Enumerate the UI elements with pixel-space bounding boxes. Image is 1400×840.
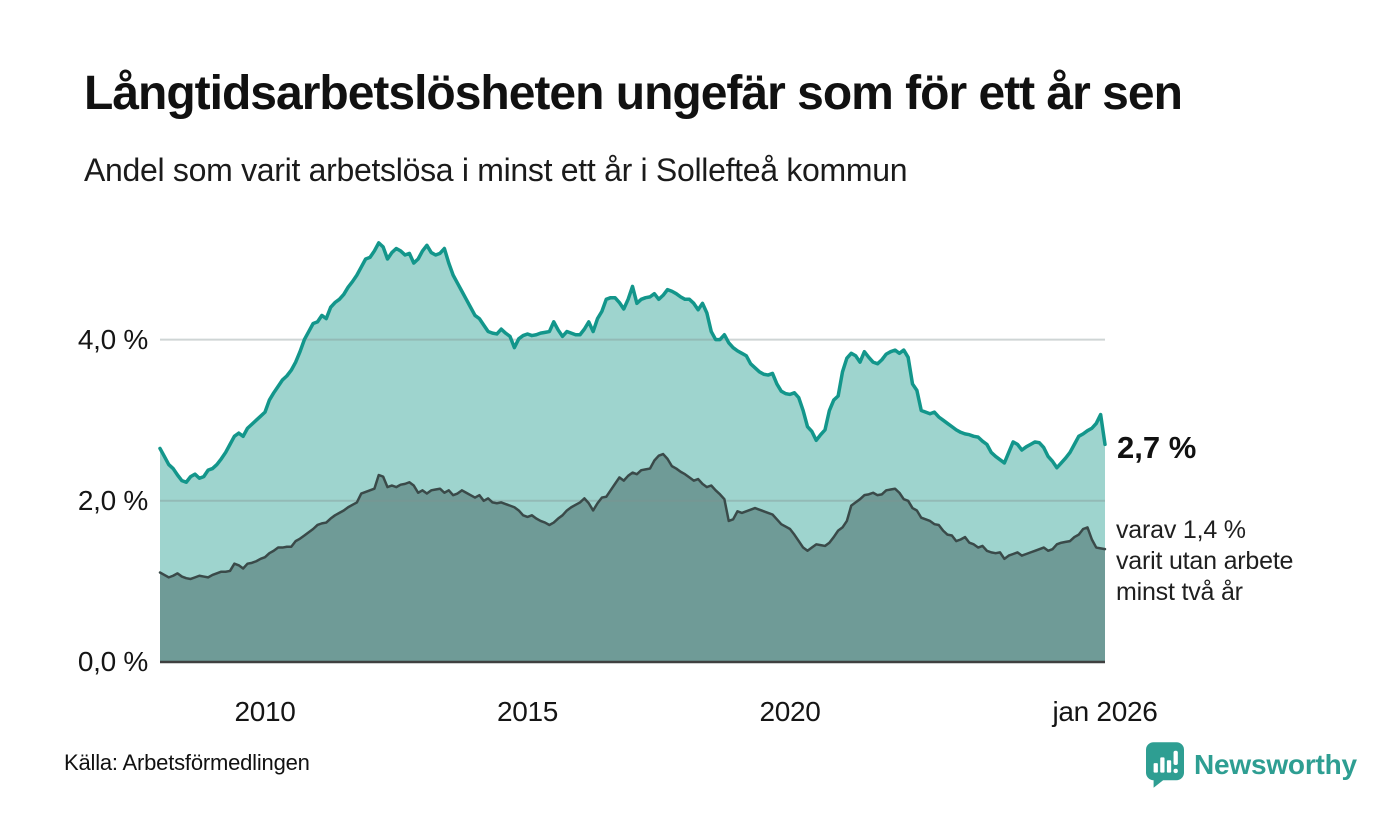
x-tick-label: jan 2026 xyxy=(1052,696,1158,727)
x-tick-label: 2015 xyxy=(496,696,559,727)
y-tick-label: 0,0 % xyxy=(77,646,148,677)
two-year-annotation-line1: varav 1,4 % xyxy=(1116,516,1246,544)
brand-logo: Newsworthy xyxy=(1146,742,1357,788)
brand-name: Newsworthy xyxy=(1194,749,1357,780)
y-tick-label: 4,0 % xyxy=(77,323,148,355)
two-year-annotation-line3: minst två år xyxy=(1116,578,1243,606)
latest-value-annotation: 2,7 % xyxy=(1117,430,1197,465)
source-note: Källa: Arbetsförmedlingen xyxy=(64,750,310,775)
area-two-years xyxy=(160,454,1105,662)
x-tick-label: 2020 xyxy=(759,696,821,727)
y-tick-label: 2,0 % xyxy=(77,484,148,516)
x-tick-label: 2010 xyxy=(234,696,296,727)
line-one-year xyxy=(158,241,1107,485)
line-two-years xyxy=(158,452,1107,581)
gridlines xyxy=(160,338,1105,502)
two-year-annotation-line2: varit utan arbete xyxy=(1116,547,1294,575)
two-year-annotation: varav 1,4 % varit utan arbete minst två … xyxy=(1116,515,1293,608)
area-chart-svg xyxy=(158,241,1107,664)
page-title: Långtidsarbetslösheten ungefär som för e… xyxy=(84,67,1183,120)
newsworthy-icon xyxy=(1146,742,1184,788)
chart-subtitle: Andel som varit arbetslösa i minst ett å… xyxy=(84,152,908,188)
